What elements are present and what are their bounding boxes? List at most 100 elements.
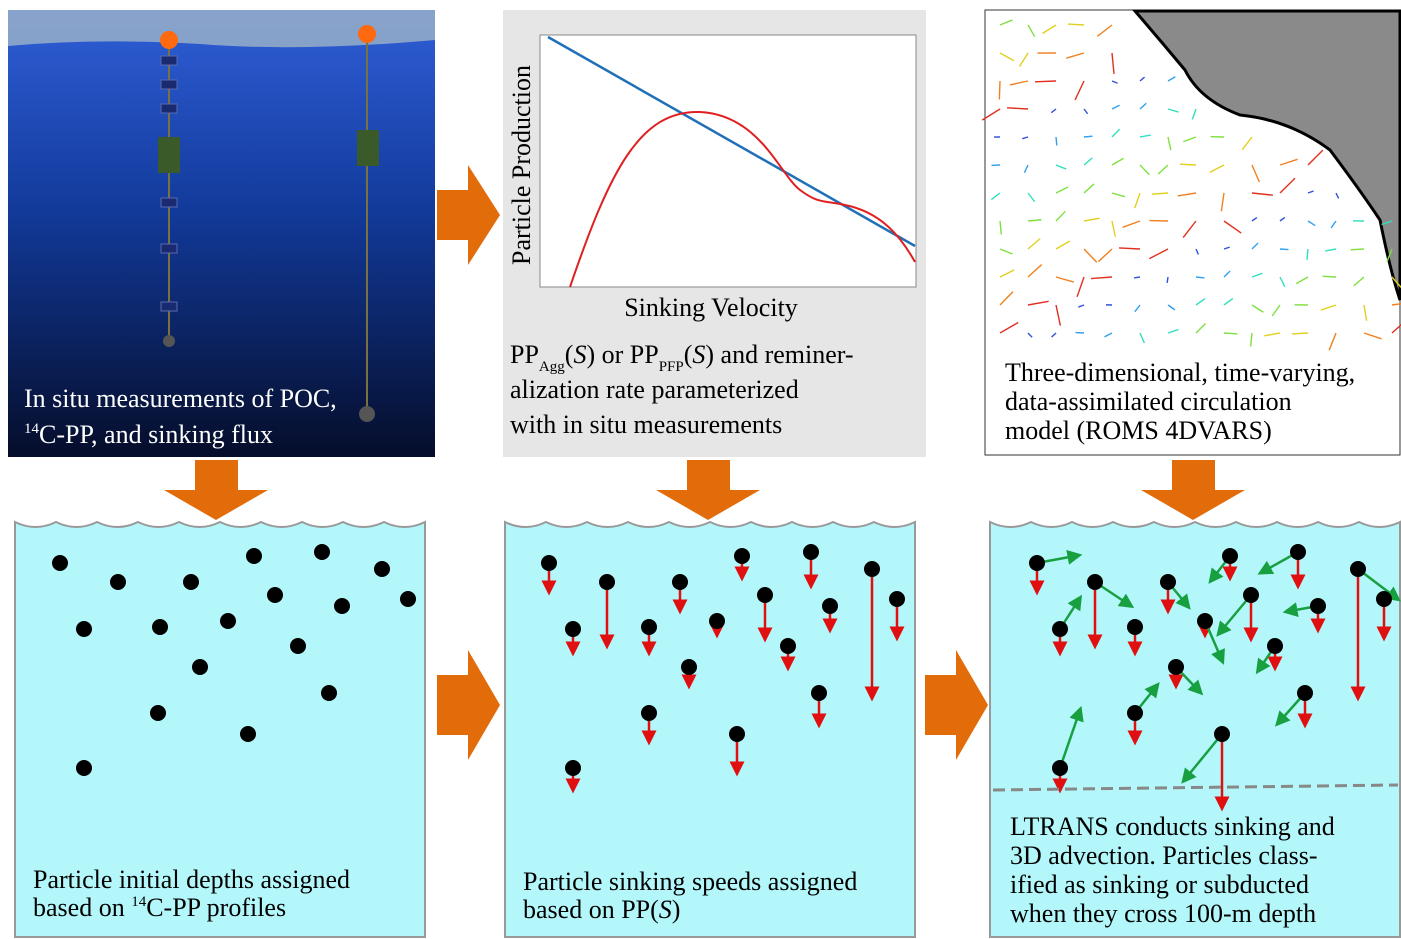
current-vector bbox=[1183, 136, 1197, 143]
particle bbox=[220, 613, 236, 629]
particle bbox=[314, 544, 330, 560]
particle bbox=[757, 587, 773, 603]
curve bbox=[569, 110, 916, 288]
current-vector bbox=[1249, 332, 1253, 347]
current-vector bbox=[1018, 52, 1029, 67]
current-vector bbox=[1074, 80, 1085, 101]
advection-arrow bbox=[1058, 705, 1084, 769]
particle bbox=[374, 561, 390, 577]
current-vector bbox=[1271, 304, 1281, 317]
current-vector bbox=[1157, 164, 1169, 175]
current-vector bbox=[1083, 217, 1100, 222]
current-vector bbox=[1027, 219, 1042, 222]
current-vector bbox=[1279, 248, 1289, 251]
water-box bbox=[989, 520, 1401, 938]
current-vector bbox=[1325, 248, 1337, 252]
particle bbox=[1168, 659, 1184, 675]
water-box bbox=[14, 520, 426, 938]
current-vector bbox=[1191, 108, 1197, 120]
current-vector bbox=[1306, 248, 1309, 261]
current-vector bbox=[1251, 304, 1264, 313]
current-vector bbox=[999, 269, 1015, 278]
current-vector bbox=[1149, 248, 1169, 260]
caption-line: 14C-PP, and sinking flux bbox=[24, 420, 273, 449]
current-vector bbox=[1391, 302, 1401, 306]
current-vector bbox=[1223, 270, 1231, 278]
current-vector bbox=[1353, 276, 1365, 287]
current-vector bbox=[1139, 134, 1151, 138]
current-vector bbox=[1055, 136, 1058, 146]
current-vector bbox=[1055, 240, 1071, 250]
particle bbox=[822, 598, 838, 614]
current-vector bbox=[1023, 164, 1029, 173]
flow-arrows bbox=[164, 165, 1245, 760]
caption-line: LTRANS conducts sinking and bbox=[1010, 812, 1335, 841]
current-vector bbox=[1322, 275, 1337, 278]
current-vector bbox=[1335, 192, 1340, 199]
current-vector bbox=[1223, 297, 1234, 306]
current-vector bbox=[1050, 108, 1057, 114]
ocean-photo bbox=[8, 10, 435, 457]
caption-line: 3D advection. Particles class- bbox=[1010, 841, 1318, 870]
current-vector bbox=[1022, 136, 1029, 140]
current-vector bbox=[1034, 80, 1057, 83]
particle bbox=[672, 574, 688, 590]
particle bbox=[681, 659, 697, 675]
depth-line bbox=[992, 783, 1399, 792]
particle bbox=[780, 638, 796, 654]
current-vector bbox=[981, 108, 1001, 121]
current-vector bbox=[990, 192, 1001, 201]
current-vector bbox=[998, 80, 1001, 100]
particle bbox=[1350, 561, 1366, 577]
particle bbox=[246, 548, 262, 564]
current-vector bbox=[1151, 192, 1169, 195]
current-vector bbox=[1295, 276, 1309, 285]
current-vector bbox=[1279, 177, 1296, 194]
particle bbox=[889, 591, 905, 607]
land bbox=[1131, 9, 1401, 301]
caption-line: Three-dimensional, time-varying, bbox=[1005, 358, 1355, 387]
particle bbox=[1052, 760, 1068, 776]
current-vector bbox=[1328, 332, 1337, 351]
particle bbox=[565, 760, 581, 776]
particle bbox=[734, 548, 750, 564]
particle bbox=[240, 726, 256, 742]
current-vector bbox=[1220, 192, 1225, 212]
current-vector bbox=[999, 291, 1014, 306]
caption-line: based on 14C-PP profiles bbox=[33, 893, 286, 922]
particle bbox=[803, 544, 819, 560]
particle bbox=[52, 555, 68, 571]
current-vector bbox=[1006, 107, 1029, 110]
particle bbox=[1222, 548, 1238, 564]
caption-line: with in situ measurements bbox=[510, 410, 782, 439]
particle bbox=[1127, 705, 1143, 721]
current-vector bbox=[1381, 220, 1393, 226]
particle bbox=[729, 726, 745, 742]
current-vector bbox=[1091, 276, 1113, 280]
current-vector bbox=[1097, 248, 1113, 263]
current-vector bbox=[1195, 248, 1200, 255]
current-vector bbox=[1055, 304, 1062, 326]
current-vector bbox=[1223, 220, 1242, 234]
current-vector bbox=[1027, 192, 1036, 203]
current-vector bbox=[1195, 298, 1206, 306]
current-vector bbox=[1076, 276, 1085, 298]
current-vector bbox=[1279, 216, 1286, 222]
current-vector bbox=[1251, 272, 1263, 278]
particle bbox=[811, 685, 827, 701]
plot-area bbox=[539, 34, 917, 288]
current-vector bbox=[1182, 220, 1197, 239]
particle bbox=[1029, 555, 1045, 571]
particle bbox=[541, 555, 557, 571]
current-vector bbox=[1166, 276, 1169, 284]
current-vector bbox=[1167, 108, 1179, 113]
current-vector bbox=[1251, 216, 1258, 222]
particle bbox=[709, 613, 725, 629]
particle bbox=[192, 659, 208, 675]
current-vector bbox=[999, 220, 1002, 235]
current-vector bbox=[1195, 322, 1207, 334]
current-vector bbox=[1330, 220, 1337, 229]
current-vector bbox=[1134, 304, 1141, 313]
current-vector bbox=[1363, 332, 1382, 340]
current-vector bbox=[1078, 304, 1085, 308]
